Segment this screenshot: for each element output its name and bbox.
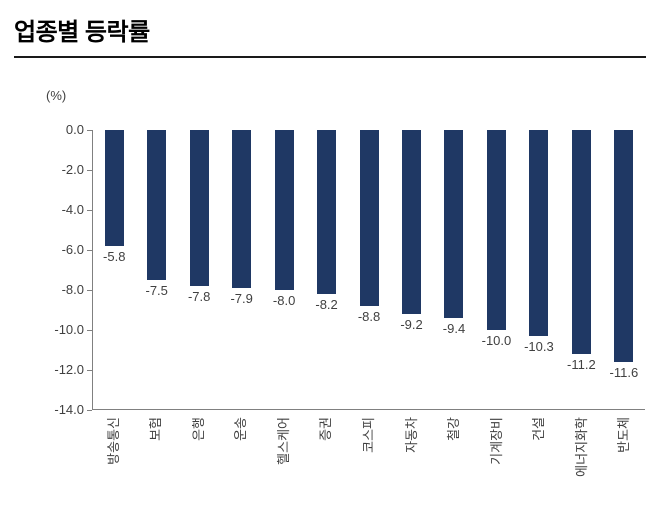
y-tick-label: -12.0 [54, 362, 84, 377]
y-tick-label: -14.0 [54, 402, 84, 417]
bar-value-label: -7.8 [187, 289, 211, 304]
y-tick-mark [87, 130, 92, 131]
bar-value-label: -9.2 [400, 317, 423, 332]
y-axis-labels: 0.0 -2.0 -4.0 -6.0 -8.0 -10.0 -12.0 -14.0 [0, 122, 84, 417]
bar-value-label: -10.0 [481, 333, 512, 348]
y-tick-mark [87, 370, 92, 371]
bar [486, 130, 506, 330]
bar-value-label: -10.3 [524, 339, 554, 354]
x-category-label: 방송통신 [105, 417, 121, 465]
bar-slot: -8.0 [263, 130, 305, 308]
bar [317, 130, 337, 294]
bar-value-label: -8.2 [315, 297, 338, 312]
y-tick-mark [87, 210, 92, 211]
y-tick-label: 0.0 [65, 122, 84, 137]
bar [529, 130, 549, 336]
bar-value-label: -5.8 [103, 249, 126, 264]
bar [402, 130, 422, 314]
bar-slot: -7.8 [178, 130, 220, 304]
x-category-label: 코스피 [361, 417, 376, 453]
bar [104, 130, 124, 246]
x-category-label: 은행 [190, 417, 206, 441]
bar [147, 130, 167, 280]
title-rule [14, 56, 646, 58]
x-axis-labels: 방송통신 보험 은행 운송 헬스케어 증권 코스피 자동차 철강 기계장비 건설 에너지화학 반도체 [92, 417, 645, 522]
page-title: 업종별 등락률 [14, 19, 150, 46]
bar-slot: -10.0 [475, 130, 517, 348]
bars-container: -5.8 -7.5 -7.8 -7.9 -8.0 -8.2 -8.8 -9.2 -9.4 -10.… [93, 130, 645, 409]
bar-value-label: -8.8 [357, 309, 381, 324]
bar-slot: -8.2 [305, 130, 347, 312]
bar-value-label: -11.2 [567, 357, 596, 372]
x-category-label: 자동차 [403, 417, 419, 453]
plot-area: -5.8 -7.5 -7.8 -7.9 -8.0 -8.2 -8.8 -9.2 -9.4 -10.… [87, 130, 645, 411]
bar [189, 130, 209, 286]
bar-slot: -7.9 [220, 130, 262, 306]
bar [232, 130, 252, 288]
bar [274, 130, 294, 290]
y-tick-label: -2.0 [61, 162, 84, 177]
y-tick-label: -6.0 [61, 242, 84, 257]
x-category-label: 반도체 [616, 417, 632, 453]
x-category-label: 증권 [318, 417, 334, 441]
bar-slot: -11.6 [603, 130, 645, 380]
y-tick-mark [87, 290, 92, 291]
x-category-label: 건설 [531, 417, 547, 441]
bar-slot: -10.3 [518, 130, 560, 354]
bar [614, 130, 634, 362]
x-category-label: 보험 [148, 417, 164, 441]
bar-value-label: -7.9 [230, 291, 253, 306]
bar-slot: -8.8 [348, 130, 390, 324]
y-tick-mark [87, 170, 92, 171]
bar [444, 130, 464, 318]
x-category-label: 운송 [233, 417, 249, 441]
y-tick-label: -10.0 [54, 322, 84, 337]
y-tick-mark [87, 250, 92, 251]
x-category-label: 기계장비 [488, 417, 504, 465]
bar-value-label: -9.4 [442, 321, 466, 336]
bar [571, 130, 591, 354]
bar [359, 130, 379, 306]
bar-slot: -9.4 [433, 130, 475, 336]
y-axis-unit-label: (%) [46, 88, 67, 103]
bar-value-label: -8.0 [272, 293, 296, 308]
y-tick-label: -4.0 [61, 202, 84, 217]
bar-value-label: -7.5 [145, 283, 168, 298]
x-category-label: 철강 [446, 417, 462, 441]
bar-slot: -7.5 [135, 130, 177, 298]
y-tick-mark [87, 410, 92, 411]
bar-slot: -5.8 [93, 130, 135, 264]
bar-value-label: -11.6 [609, 365, 639, 380]
bar-slot: -9.2 [390, 130, 432, 332]
y-tick-label: -8.0 [61, 282, 84, 297]
bar-slot: -11.2 [560, 130, 602, 372]
x-category-label: 헬스케어 [275, 417, 291, 465]
x-category-label: 에너지화학 [573, 417, 589, 477]
y-tick-mark [87, 330, 92, 331]
